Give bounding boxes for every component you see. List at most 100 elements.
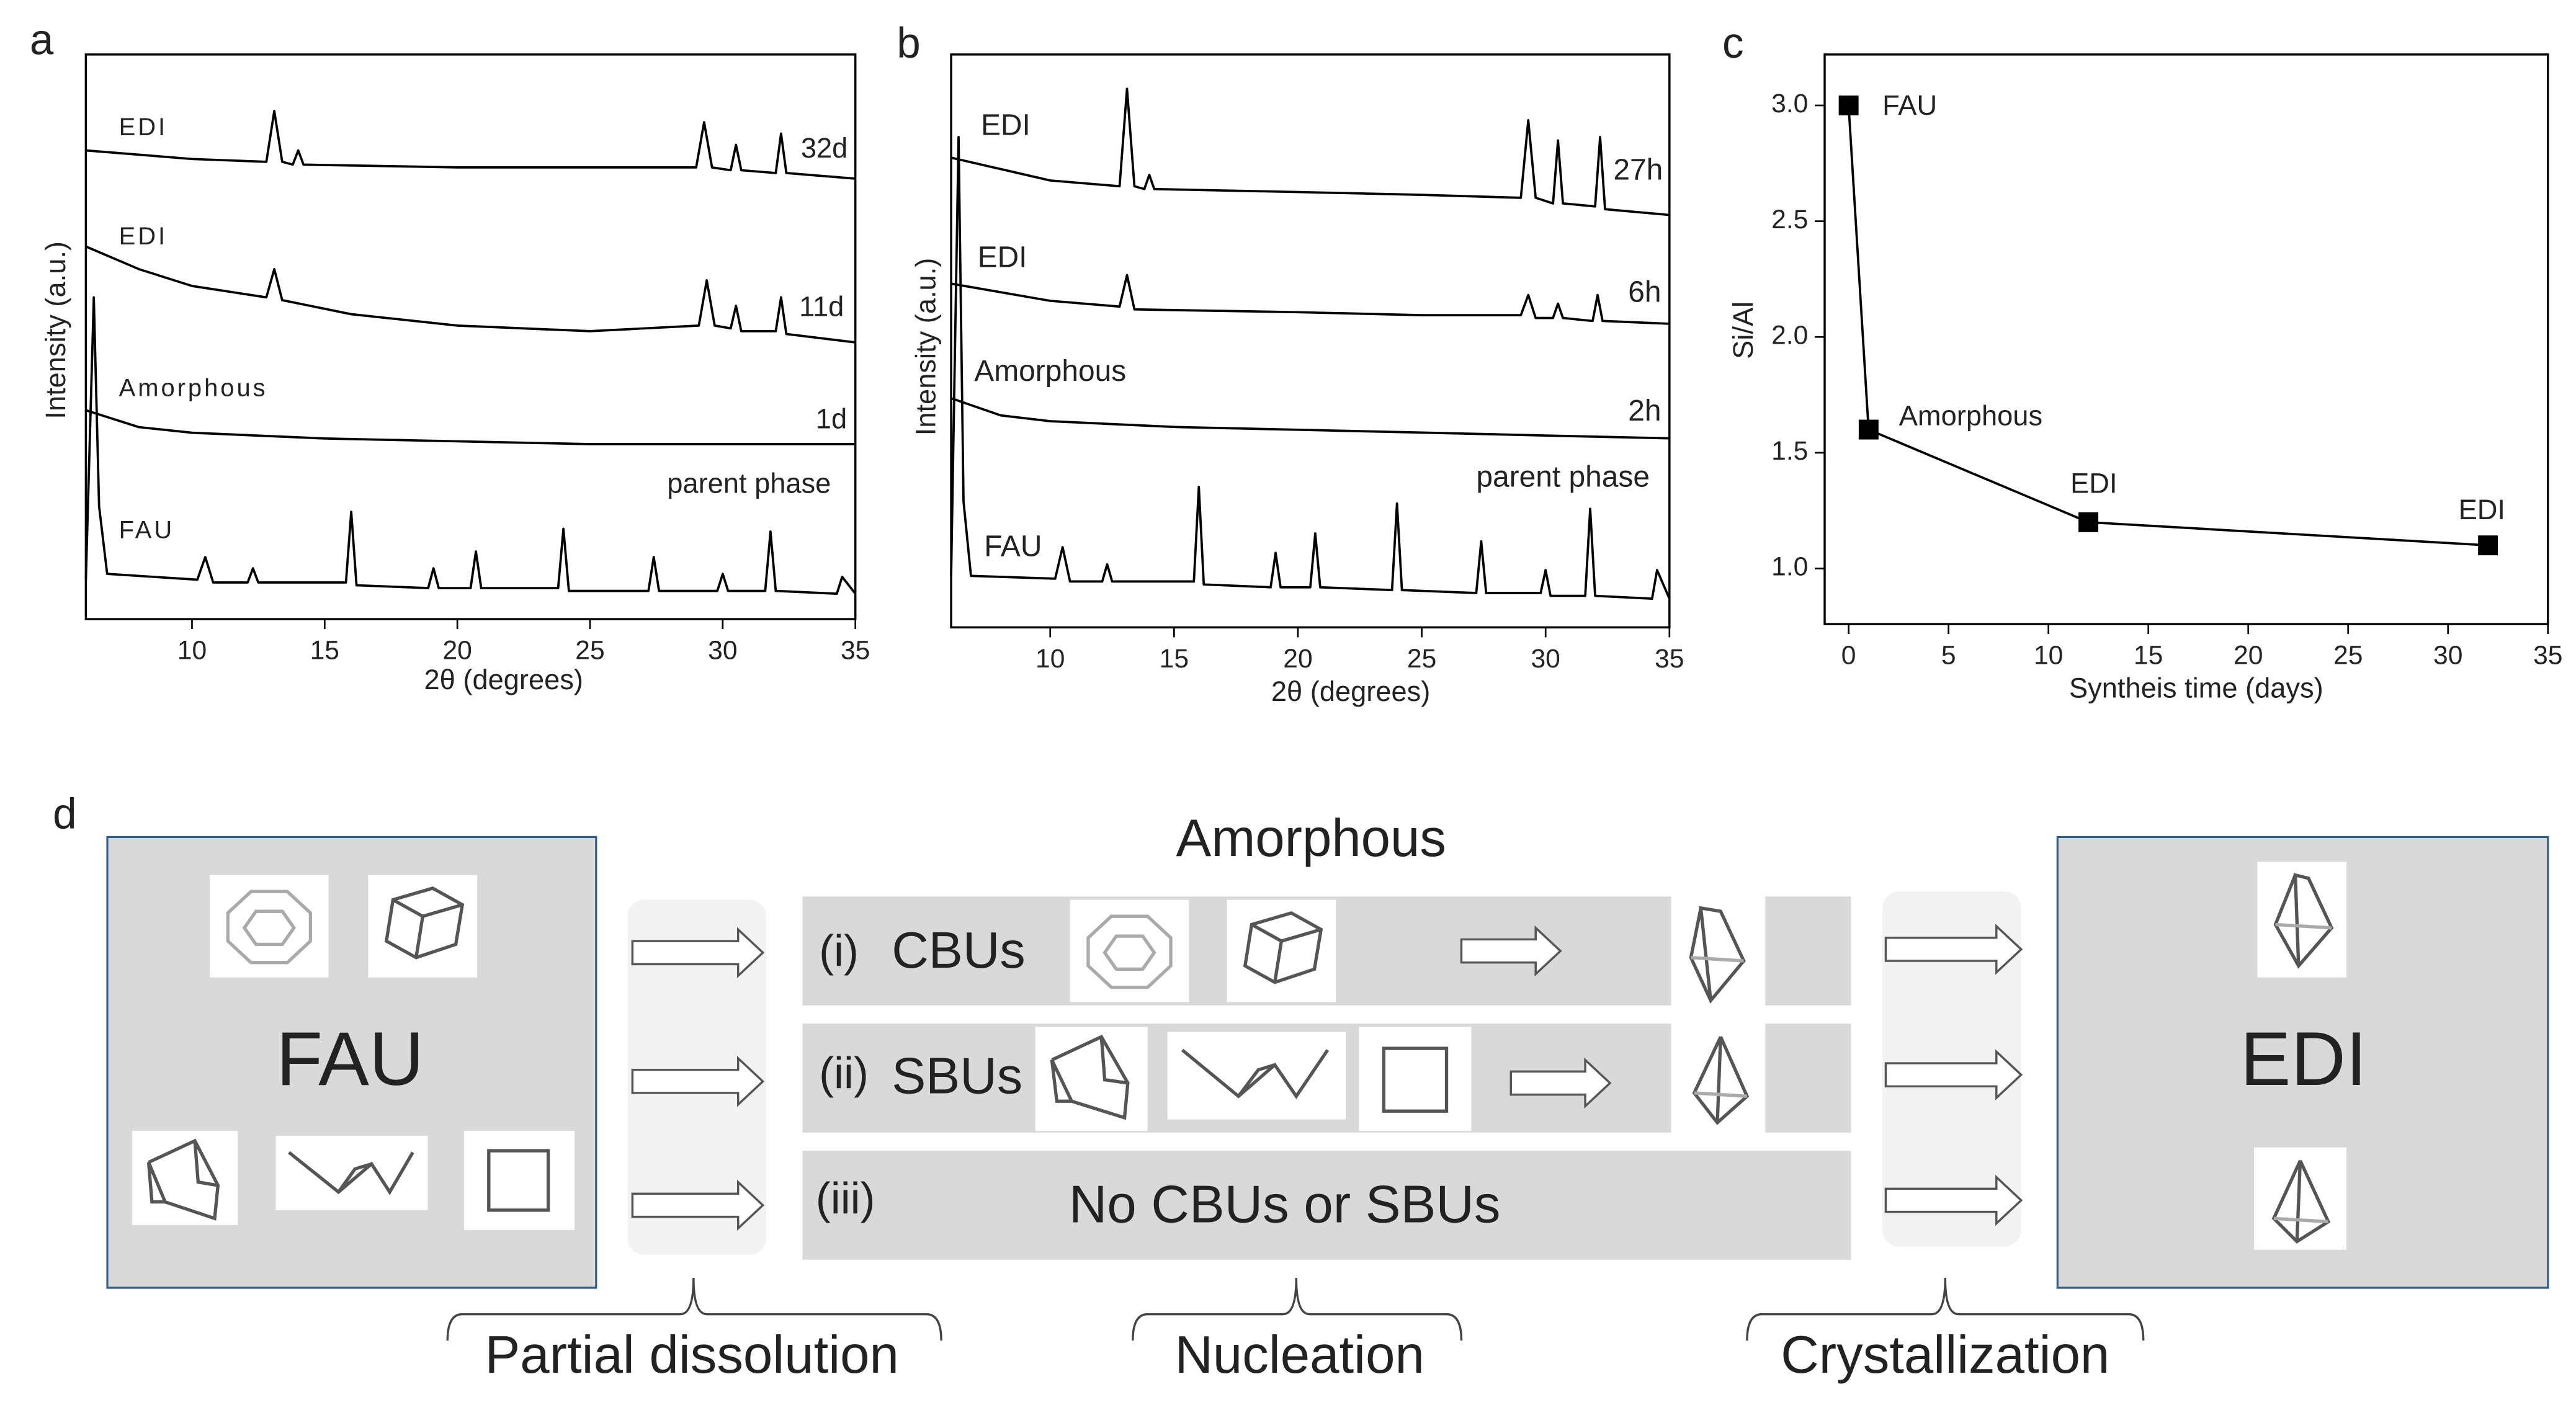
xrd-trace <box>950 274 1670 325</box>
hollow-arrow <box>631 1179 765 1231</box>
xrd-trace <box>85 245 856 344</box>
point <box>2078 512 2099 532</box>
icon-sbu-square <box>1359 1027 1472 1131</box>
trace-label: 1d <box>816 403 847 435</box>
row-text: No CBUs or SBUs <box>1069 1175 1501 1234</box>
y-axis-title: Intensity (a.u.) <box>910 258 942 436</box>
plot-frame <box>84 53 857 620</box>
x-axis-title: Syntheis time (days) <box>2069 672 2323 703</box>
row-band <box>802 1151 1851 1260</box>
panel-label: c <box>1722 19 1744 67</box>
x-tick-label: 35 <box>1655 644 1684 674</box>
point <box>1858 419 1879 440</box>
row-index: (iii) <box>816 1174 875 1224</box>
plot-frame <box>950 53 1671 629</box>
hollow-arrow <box>1509 1057 1612 1109</box>
hollow-arrow <box>1884 1174 2023 1226</box>
x-tick-label: 0 <box>1841 641 1856 671</box>
panel-label: a <box>30 15 54 63</box>
middle-title: Amorphous <box>1176 809 1446 868</box>
row-index: (i) <box>819 926 859 976</box>
trace-name: EDI <box>119 114 168 141</box>
xrd-trace <box>86 110 856 180</box>
icon-sbu-chain <box>1167 1032 1346 1120</box>
xrd-trace <box>950 87 1670 216</box>
trace-label: 27h <box>1613 153 1663 186</box>
x-tick-label: 25 <box>1407 644 1436 674</box>
icon-prism <box>368 875 478 978</box>
xrd-trace <box>84 296 857 595</box>
x-tick-label: 20 <box>442 636 472 666</box>
xrd-trace <box>950 397 1670 440</box>
icon-edi <box>1689 906 1746 1004</box>
panel-label: d <box>53 790 76 838</box>
panel-label: b <box>897 19 920 67</box>
x-tick-label: 10 <box>2034 641 2063 671</box>
diagram: FAU EDI Amorphous (i) CBUs (ii) SBUs (ii… <box>106 809 2549 1385</box>
trace-label: 32d <box>801 132 847 164</box>
hollow-arrow <box>1460 925 1562 977</box>
trace-name: Amorphous <box>974 355 1126 388</box>
x-tick-label: 30 <box>708 636 737 666</box>
point-label: Amorphous <box>1899 399 2042 431</box>
x-axis-title: 2θ (degrees) <box>424 664 583 695</box>
row-text: SBUs <box>892 1047 1022 1104</box>
x-tick-label: 35 <box>841 636 870 666</box>
stage-label: Crystallization <box>1781 1326 2109 1385</box>
x-tick-label: 20 <box>1283 644 1312 674</box>
trace-name: FAU <box>984 530 1042 563</box>
point <box>2478 535 2498 556</box>
x-tick-label: 25 <box>575 636 604 666</box>
icon-sodalite <box>210 875 329 978</box>
x-tick-label: 35 <box>2533 641 2562 671</box>
icon-edi <box>2254 1147 2347 1250</box>
x-tick-label: 5 <box>1941 641 1956 671</box>
trace-name: EDI <box>119 223 168 250</box>
bracket <box>446 1278 942 1341</box>
trace-name: Amorphous <box>119 375 268 402</box>
y-tick-label: 1.5 <box>1771 436 1808 466</box>
icon-sbu-chain <box>275 1136 428 1210</box>
trace-label: 2h <box>1628 395 1661 427</box>
x-tick-label: 30 <box>2433 641 2462 671</box>
hollow-arrow <box>1884 1049 2023 1100</box>
stage-label: Partial dissolution <box>485 1326 898 1385</box>
x-tick-label: 10 <box>1035 644 1065 674</box>
point-label: EDI <box>2459 494 2505 525</box>
icon-edi <box>2257 862 2347 978</box>
icon-edi <box>1692 1036 1750 1125</box>
trace-name: EDI <box>978 241 1027 274</box>
x-tick-label: 25 <box>2333 641 2363 671</box>
x-tick-label: 15 <box>1160 644 1189 674</box>
trace-label: 11d <box>799 291 844 323</box>
hollow-arrow <box>631 927 765 978</box>
box-title: EDI <box>2240 1016 2367 1101</box>
si-al-line <box>1847 105 2489 546</box>
x-tick-label: 20 <box>2234 641 2263 671</box>
icon-sbu-square <box>463 1131 575 1230</box>
y-tick-label: 2.0 <box>1771 320 1808 350</box>
icon-prism <box>1227 899 1336 1002</box>
row-text: CBUs <box>892 922 1025 979</box>
point-label: EDI <box>2070 467 2117 499</box>
row-index: (ii) <box>819 1048 869 1098</box>
y-tick-label: 3.0 <box>1771 89 1808 118</box>
plot-frame <box>1823 53 2549 625</box>
x-tick-label: 15 <box>2134 641 2163 671</box>
point <box>1838 95 1859 115</box>
hollow-arrow <box>1884 924 2023 975</box>
bracket <box>1132 1278 1463 1341</box>
icon-sbu-cage <box>1035 1027 1148 1131</box>
icon-sbu-cage <box>132 1131 238 1225</box>
bracket <box>1746 1278 2145 1341</box>
trace-label: parent phase <box>667 467 831 499</box>
trace-label: parent phase <box>1476 461 1650 494</box>
trace-name: EDI <box>981 109 1031 142</box>
x-tick-label: 10 <box>177 636 207 666</box>
trace-label: 6h <box>1628 275 1661 308</box>
point-label: FAU <box>1882 89 1937 121</box>
box-title: FAU <box>276 1016 424 1101</box>
xrd-trace <box>950 136 1671 600</box>
stage-label: Nucleation <box>1174 1326 1424 1385</box>
